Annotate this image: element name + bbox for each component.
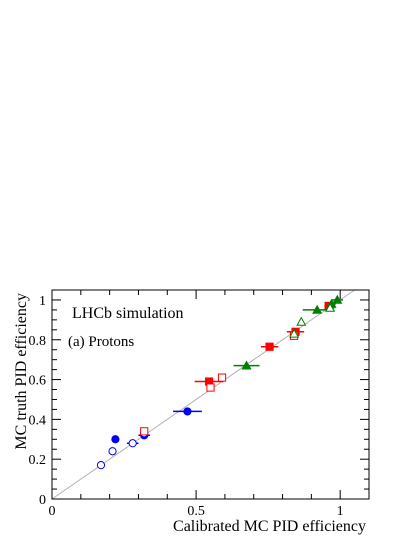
data-point-circle xyxy=(111,435,120,444)
y-tick-label: 0.2 xyxy=(29,453,47,468)
y-tick-label: 0.8 xyxy=(29,334,47,349)
y-tick-label: 0.4 xyxy=(29,413,47,428)
data-point-square xyxy=(265,342,274,351)
data-point-square xyxy=(217,373,227,382)
x-tick-label: 0.5 xyxy=(187,504,205,519)
data-point-circle xyxy=(128,439,137,448)
data-point-circle xyxy=(108,447,117,456)
y-axis-label: MC truth PID efficiency xyxy=(13,293,30,450)
data-point-triangle xyxy=(241,360,252,370)
data-point-triangle xyxy=(296,316,307,326)
y-tick-label: 0.6 xyxy=(29,374,47,389)
annotation-protons: (a) Protons xyxy=(68,334,134,350)
data-point-triangle xyxy=(325,302,336,312)
data-point-triangle xyxy=(332,294,343,304)
data-point-square xyxy=(140,427,149,436)
x-axis-label: Calibrated MC PID efficiency xyxy=(173,518,366,535)
y-tick-label: 0 xyxy=(39,493,46,508)
y-tick-label: 1 xyxy=(39,294,46,309)
data-point-triangle xyxy=(312,304,323,314)
data-point-circle xyxy=(183,407,192,416)
data-point-triangle xyxy=(289,328,300,338)
x-tick-label: 0 xyxy=(49,504,56,519)
data-point-square xyxy=(206,383,215,392)
data-point-circle xyxy=(96,461,106,470)
plot-frame xyxy=(51,289,370,500)
x-tick-label: 1 xyxy=(337,504,344,519)
annotation-lhcb: LHCb simulation xyxy=(72,305,184,322)
